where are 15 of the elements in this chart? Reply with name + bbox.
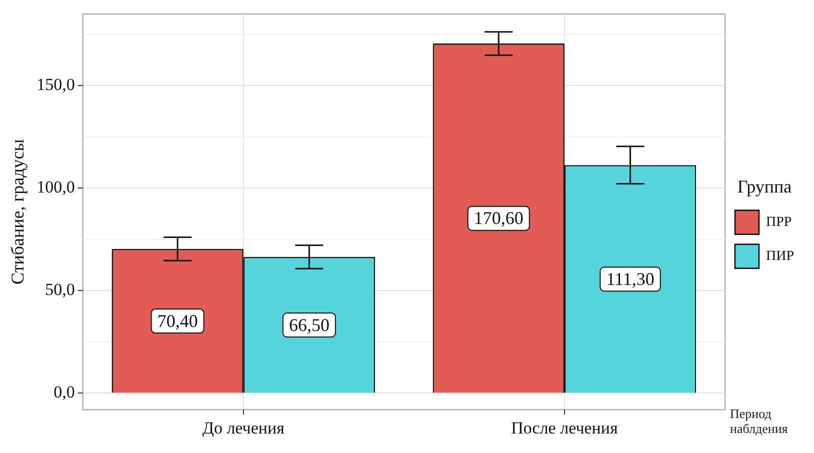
data-label: 66,50 bbox=[288, 314, 330, 335]
y-axis-title: Стибание, градусы bbox=[8, 139, 28, 284]
y-tick-label: 0,0 bbox=[54, 382, 75, 402]
legend-label: ПРР bbox=[766, 214, 792, 230]
y-tick-label: 100,0 bbox=[36, 178, 75, 197]
y-tick-label: 150,0 bbox=[36, 75, 75, 94]
x-tick-label: До лечения bbox=[202, 418, 285, 438]
x-tick-label: После лечения bbox=[511, 418, 618, 438]
legend-title: Группа bbox=[737, 176, 792, 196]
data-label: 111,30 bbox=[606, 268, 654, 289]
data-label: 70,40 bbox=[157, 310, 198, 331]
data-label: 170,60 bbox=[474, 208, 524, 228]
x-axis-title: Период наблдения bbox=[730, 406, 789, 436]
y-tick-label: 50,0 bbox=[45, 280, 75, 300]
legend-label: ПИР bbox=[766, 248, 794, 264]
